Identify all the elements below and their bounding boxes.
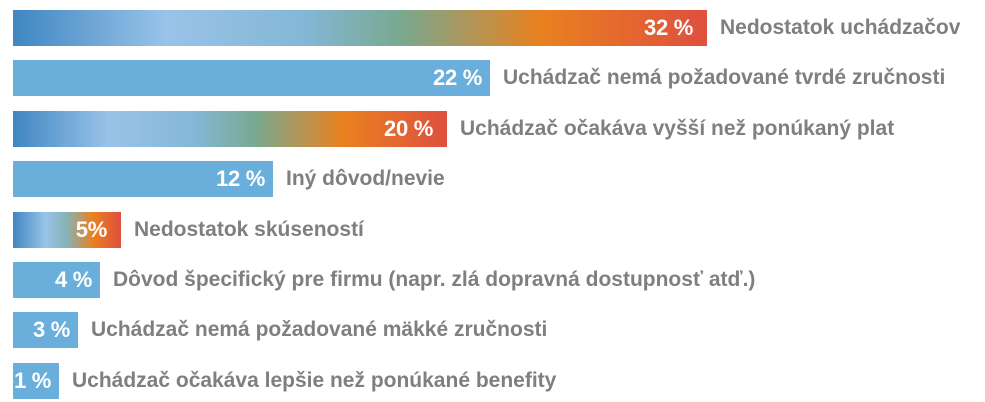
bar-value-label: 3 % xyxy=(32,317,70,343)
bar: 32 % xyxy=(13,10,707,46)
category-label: Iný dôvod/nevie xyxy=(286,167,445,191)
bar: 20 % xyxy=(13,110,447,147)
bar: 5% xyxy=(13,211,121,248)
category-label: Uchádzač očakáva vyšší než ponúkaný plat xyxy=(460,116,895,140)
bar-row: 5% Nedostatok skúseností xyxy=(13,211,364,248)
bar-value-label: 20 % xyxy=(384,115,433,141)
bar-value-label: 32 % xyxy=(644,15,693,40)
bar-value-label: 22 % xyxy=(433,65,482,91)
bar-value-label: 12 % xyxy=(216,166,265,192)
bar-row: 22 % Uchádzač nemá požadované tvrdé zručn… xyxy=(13,60,946,97)
bar-row: 32 % Nedostatok uchádzačov xyxy=(13,10,960,46)
bar-value-label: 5% xyxy=(75,216,108,242)
bar-row: 1 % Uchádzač očakáva lepšie než ponúkané … xyxy=(13,362,557,399)
category-label: Dôvod špecifický pre firmu (napr. zlá do… xyxy=(113,268,756,291)
bar-row: 20 % Uchádzač očakáva vyšší než ponúkaný … xyxy=(13,110,895,147)
category-label: Nedostatok skúseností xyxy=(134,217,364,241)
category-label: Nedostatok uchádzačov xyxy=(720,16,961,39)
bar: 1 % xyxy=(13,362,59,399)
bar-row: 3 % Uchádzač nemá požadované mäkké zručno… xyxy=(13,312,548,349)
bar-value-label: 1 % xyxy=(13,367,51,393)
bar: 4 % xyxy=(13,262,100,298)
category-label: Uchádzač nemá požadované tvrdé zručnosti xyxy=(503,66,946,90)
category-label: Uchádzač očakáva lepšie než ponúkané ben… xyxy=(72,368,557,392)
bar: 3 % xyxy=(13,312,78,349)
bar-row: 4 % Dôvod špecifický pre firmu (napr. zlá… xyxy=(13,262,755,298)
bar: 22 % xyxy=(13,60,490,97)
category-label: Uchádzač nemá požadované mäkké zručnosti xyxy=(91,318,548,342)
bar-value-label: 4 % xyxy=(54,267,92,292)
bar-row: 12 % Iný dôvod/nevie xyxy=(13,161,445,198)
bar: 12 % xyxy=(13,161,273,198)
